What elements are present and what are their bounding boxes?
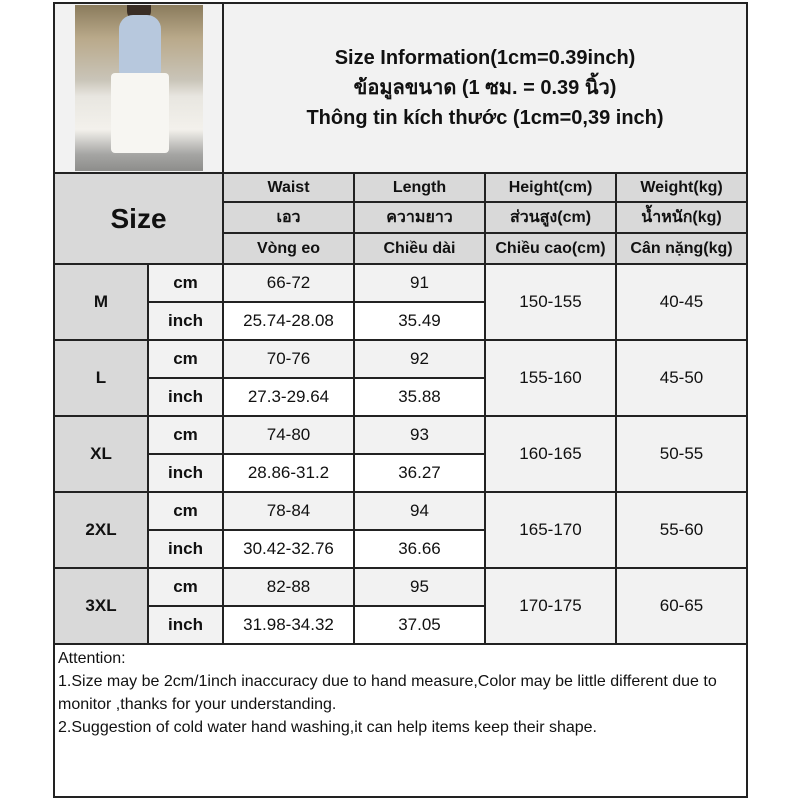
length-cm: 92	[353, 339, 486, 379]
waist-cm: 82-88	[222, 567, 355, 607]
table-row: 3XL cm 82-88 95 170-175 60-65	[53, 567, 749, 645]
weight-range: 45-50	[614, 339, 749, 417]
table-row: 2XL cm 78-84 94 165-170 55-60	[53, 491, 749, 569]
size-label: 2XL	[53, 491, 149, 569]
height-range: 150-155	[484, 263, 617, 341]
attention-heading: Attention:	[58, 650, 126, 667]
unit-cm-label: cm	[147, 567, 224, 607]
title-vietnamese: Thông tin kích thước (1cm=0,39 inch)	[306, 107, 664, 129]
header-waist-vietnamese: Vòng eo	[222, 232, 355, 265]
size-label: XL	[53, 415, 149, 493]
height-range: 160-165	[484, 415, 617, 493]
title-thai: ข้อมูลขนาด (1 ซม. = 0.39 นิ้ว)	[353, 77, 617, 99]
header-waist: Waist	[222, 172, 355, 203]
weight-range: 40-45	[614, 263, 749, 341]
length-cm: 93	[353, 415, 486, 455]
unit-cm-label: cm	[147, 415, 224, 455]
header-height-thai: ส่วนสูง(cm)	[484, 201, 617, 234]
length-inch: 37.05	[353, 605, 486, 645]
waist-inch: 27.3-29.64	[222, 377, 355, 417]
height-range: 155-160	[484, 339, 617, 417]
waist-cm: 78-84	[222, 491, 355, 531]
header-length-thai: ความยาว	[353, 201, 486, 234]
unit-inch-label: inch	[147, 301, 224, 341]
attention-notes: Attention: 1.Size may be 2cm/1inch inaccu…	[52, 643, 749, 798]
length-inch: 36.66	[353, 529, 486, 569]
size-header: Size	[53, 172, 224, 265]
length-inch: 36.27	[353, 453, 486, 493]
size-label: 3XL	[53, 567, 149, 645]
table-row: XL cm 74-80 93 160-165 50-55	[53, 415, 749, 493]
product-photo	[74, 5, 203, 171]
waist-cm: 74-80	[222, 415, 355, 455]
unit-inch-label: inch	[147, 377, 224, 417]
waist-cm: 70-76	[222, 339, 355, 379]
size-chart-table: Size Information(1cm=0.39inch) ข้อมูลขนา…	[52, 2, 749, 798]
unit-inch-label: inch	[147, 453, 224, 493]
table-row: inch 27.3-29.64 35.88	[54, 377, 747, 417]
waist-inch: 31.98-34.32	[222, 605, 355, 645]
table-row: inch 30.42-32.76 36.66	[54, 529, 747, 569]
waist-inch: 30.42-32.76	[222, 529, 355, 569]
size-label: M	[53, 263, 149, 341]
length-cm: 95	[353, 567, 486, 607]
table-row: inch 28.86-31.2 36.27	[54, 453, 747, 493]
unit-inch-label: inch	[147, 605, 224, 645]
height-range: 165-170	[484, 491, 617, 569]
attention-note: 2.Suggestion of cold water hand washing,…	[58, 719, 597, 736]
weight-range: 50-55	[614, 415, 749, 493]
length-inch: 35.49	[353, 301, 486, 341]
length-cm: 91	[353, 263, 486, 303]
weight-range: 60-65	[614, 567, 749, 645]
unit-cm-label: cm	[147, 339, 224, 379]
header-weight-vietnamese: Cân nặng(kg)	[614, 232, 749, 265]
table-row: inch 25.74-28.08 35.49	[54, 301, 747, 341]
header-weight: Weight(kg)	[614, 172, 749, 203]
attention-note: 1.Size may be 2cm/1inch inaccuracy due t…	[58, 673, 717, 713]
length-inch: 35.88	[353, 377, 486, 417]
unit-cm-label: cm	[147, 263, 224, 303]
header-weight-thai: น้ำหนัก(kg)	[614, 201, 749, 234]
unit-cm-label: cm	[147, 491, 224, 531]
weight-range: 55-60	[614, 491, 749, 569]
header-waist-thai: เอว	[222, 201, 355, 234]
height-range: 170-175	[484, 567, 617, 645]
header-height: Height(cm)	[484, 172, 617, 203]
waist-inch: 28.86-31.2	[222, 453, 355, 493]
waist-cm: 66-72	[222, 263, 355, 303]
product-photo-cell	[53, 2, 224, 174]
size-information-title: Size Information(1cm=0.39inch) ข้อมูลขนา…	[221, 2, 749, 174]
header-length: Length	[353, 172, 486, 203]
table-row: inch 31.98-34.32 37.05	[54, 605, 747, 645]
unit-inch-label: inch	[147, 529, 224, 569]
header-height-vietnamese: Chiều cao(cm)	[484, 232, 617, 265]
size-label: L	[53, 339, 149, 417]
waist-inch: 25.74-28.08	[222, 301, 355, 341]
title-english: Size Information(1cm=0.39inch)	[334, 47, 636, 69]
header-length-vietnamese: Chiều dài	[353, 232, 486, 265]
length-cm: 94	[353, 491, 486, 531]
